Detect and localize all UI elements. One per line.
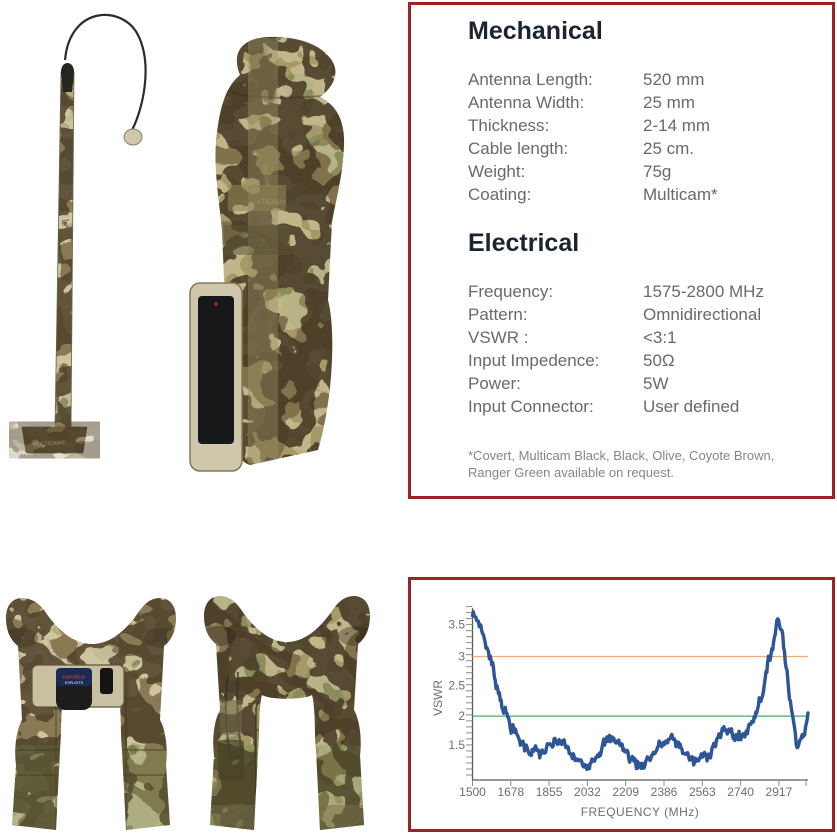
svg-text:3: 3 bbox=[458, 650, 465, 664]
svg-text:VSWR: VSWR bbox=[431, 680, 445, 716]
svg-text:1855: 1855 bbox=[536, 785, 563, 799]
svg-text:EXPLOITS: EXPLOITS bbox=[65, 681, 84, 685]
svg-text:2209: 2209 bbox=[612, 785, 639, 799]
svg-text:LTICAM®: LTICAM® bbox=[258, 197, 287, 206]
svg-text:2032: 2032 bbox=[574, 785, 601, 799]
svg-text:2740: 2740 bbox=[727, 785, 754, 799]
svg-text:3.5: 3.5 bbox=[448, 618, 465, 632]
svg-text:FAR FIELD: FAR FIELD bbox=[63, 675, 85, 680]
svg-text:1.5: 1.5 bbox=[448, 738, 465, 752]
svg-text:2386: 2386 bbox=[651, 785, 678, 799]
svg-text:2: 2 bbox=[458, 709, 465, 723]
svg-text:2917: 2917 bbox=[766, 785, 793, 799]
svg-text:1500: 1500 bbox=[459, 785, 486, 799]
svg-text:1678: 1678 bbox=[497, 785, 524, 799]
svg-text:FREQUENCY (MHz): FREQUENCY (MHz) bbox=[581, 805, 700, 819]
svg-text:2563: 2563 bbox=[689, 785, 716, 799]
svg-text:2.5: 2.5 bbox=[448, 679, 465, 693]
